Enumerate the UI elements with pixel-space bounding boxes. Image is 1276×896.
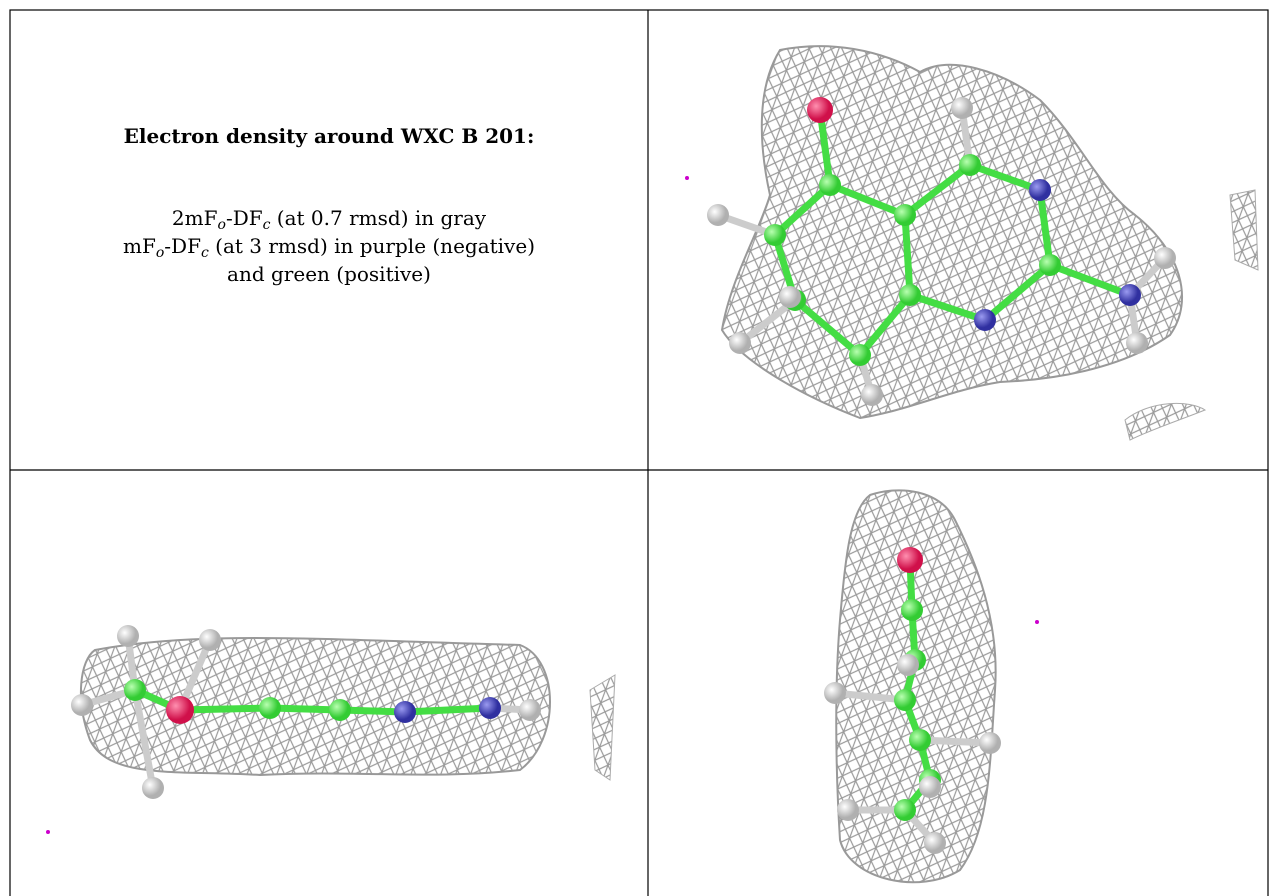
bond xyxy=(906,291,989,324)
atom xyxy=(951,97,973,119)
atom xyxy=(479,697,501,719)
atom xyxy=(974,309,996,331)
atom xyxy=(329,699,351,721)
atom xyxy=(819,174,841,196)
legend-line: 2mFo-DFc (at 0.7 rmsd) in gray xyxy=(10,204,648,232)
density-view-top xyxy=(685,45,1259,441)
atom xyxy=(519,699,541,721)
atom xyxy=(117,625,139,647)
table-grid xyxy=(9,9,1269,896)
subscript: o xyxy=(155,245,165,261)
legend-text: mF xyxy=(123,234,156,258)
atom xyxy=(861,384,883,406)
atom xyxy=(166,696,194,724)
atom xyxy=(837,799,859,821)
atom xyxy=(894,204,916,226)
subscript: c xyxy=(200,245,209,261)
atom xyxy=(894,689,916,711)
atom xyxy=(1154,247,1176,269)
bond xyxy=(981,261,1054,324)
bond xyxy=(916,736,994,747)
density-view-side xyxy=(46,625,616,834)
atom xyxy=(707,204,729,226)
atom xyxy=(394,701,416,723)
bond xyxy=(856,291,914,359)
atom xyxy=(897,547,923,573)
atom xyxy=(897,654,919,676)
atom xyxy=(199,629,221,651)
atom xyxy=(899,284,921,306)
legend-text: and green (positive) xyxy=(227,262,431,286)
atom xyxy=(764,224,786,246)
atom xyxy=(919,776,941,798)
atom xyxy=(924,832,946,854)
bond xyxy=(831,689,909,704)
atom xyxy=(807,97,833,123)
atom xyxy=(1029,179,1051,201)
atom xyxy=(142,777,164,799)
atom xyxy=(1119,284,1141,306)
atom xyxy=(124,679,146,701)
subscript: c xyxy=(262,217,271,233)
atom xyxy=(901,599,923,621)
subscript: o xyxy=(217,217,226,233)
legend-line: and green (positive) xyxy=(10,260,648,288)
bond xyxy=(901,211,914,299)
atom xyxy=(259,697,281,719)
legend-text: -DF xyxy=(164,234,201,258)
atom xyxy=(1126,332,1148,354)
atom xyxy=(909,729,931,751)
atom xyxy=(71,694,93,716)
bond xyxy=(131,686,157,792)
bond xyxy=(266,704,344,714)
bond xyxy=(176,704,274,714)
legend-line: mFo-DFc (at 3 rmsd) in purple (negative) xyxy=(10,232,648,260)
bond xyxy=(771,181,834,239)
atom xyxy=(849,344,871,366)
atom xyxy=(1039,254,1061,276)
bond xyxy=(826,181,909,219)
bond xyxy=(1036,186,1054,269)
bond xyxy=(966,161,1044,194)
legend-text: (at 3 rmsd) in purple (negative) xyxy=(208,234,535,258)
atom xyxy=(824,682,846,704)
atom xyxy=(729,332,751,354)
legend-text: 2mF xyxy=(171,206,218,230)
bond xyxy=(401,704,494,716)
legend: 2mFo-DFc (at 0.7 rmsd) in gray mFo-DFc (a… xyxy=(10,204,648,288)
legend-text: -DF xyxy=(225,206,263,230)
bond xyxy=(901,161,974,219)
panel-title: Electron density around WXC B 201: xyxy=(123,124,535,148)
bond xyxy=(791,296,864,359)
atom xyxy=(894,799,916,821)
legend-text: (at 0.7 rmsd) in gray xyxy=(270,206,487,230)
atom xyxy=(779,286,801,308)
density-view-end xyxy=(824,489,1039,884)
bond xyxy=(1046,261,1134,299)
atom xyxy=(959,154,981,176)
atom xyxy=(979,732,1001,754)
